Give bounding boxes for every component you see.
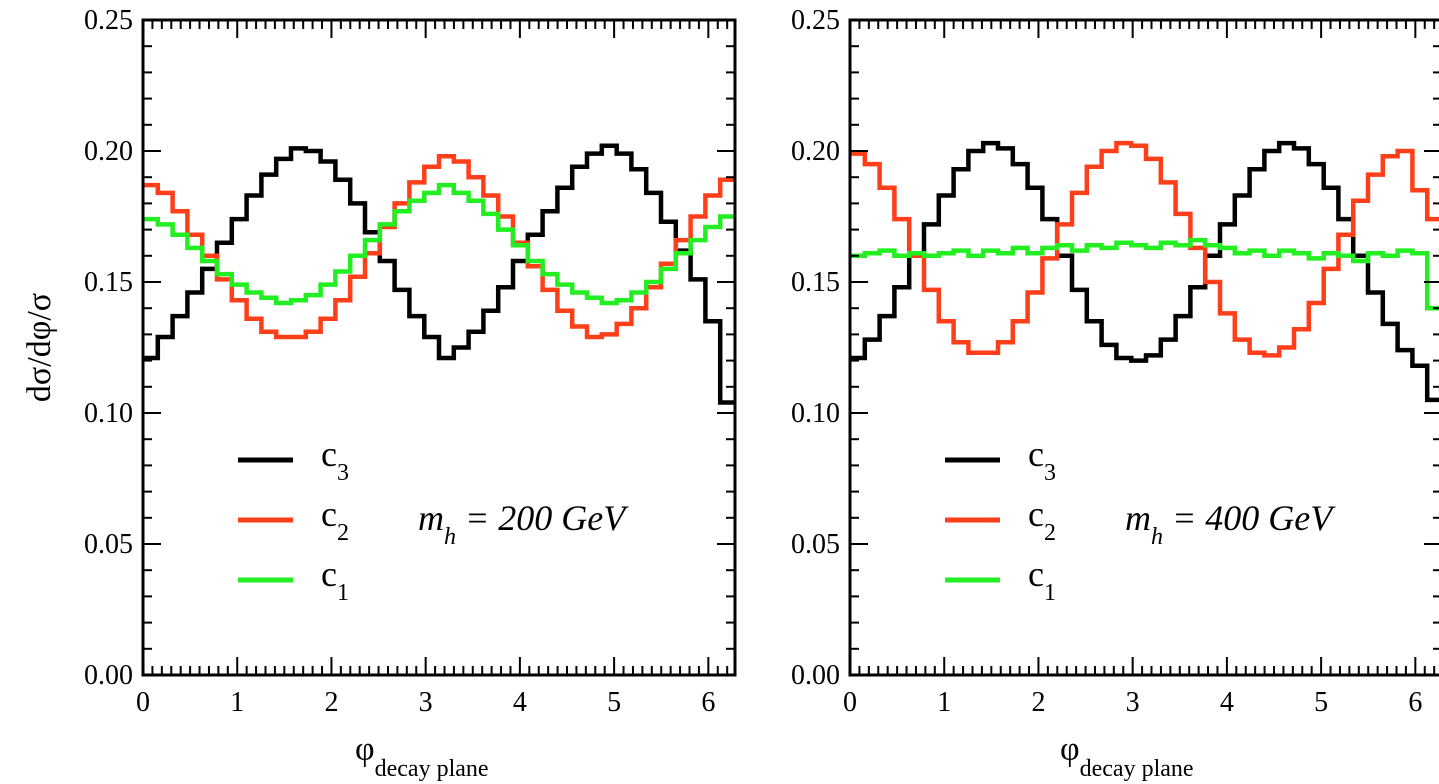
x-tick-label: 5 [1314,687,1328,718]
y-tick-label: 0.00 [791,660,840,691]
mass-annotation-sub: h [444,524,456,550]
x-axis-title: φdecay plane [1060,731,1194,782]
y-tick-label: 0.15 [84,267,133,298]
series-line-c1 [143,182,735,306]
y-axis-title: dσ/dφ/σ [21,293,58,402]
legend-label-c1: c1 [1028,554,1056,606]
x-tick-label: 4 [513,687,527,718]
legend-label-c3-main: c [321,434,337,474]
x-axis-title: φdecay plane [355,731,489,782]
legend-label-c3-main: c [1028,434,1044,474]
series-line-c3 [850,140,1439,403]
x-tick-label: 1 [230,687,244,718]
x-axis-title-sub: decay plane [375,756,489,782]
series-line-c2 [143,153,735,340]
plot-frame [141,18,737,677]
mass-annotation-rest: = 200 GeV [456,498,629,538]
series-line-c3 [143,143,735,405]
y-tick-label: 0.05 [791,529,840,560]
mass-annotation-sub: h [1151,524,1163,550]
mass-annotation: mh = 400 GeV [1125,498,1336,550]
y-tick-label: 0.20 [84,136,133,167]
legend-label-c3: c3 [1028,434,1056,486]
x-tick-label: 5 [607,687,621,718]
x-tick-label: 2 [1031,687,1045,718]
y-tick-label: 0.10 [84,398,133,429]
legend-label-c1-sub: 1 [1044,580,1056,606]
mass-annotation-main: m [1125,498,1151,538]
legend-label-c2: c2 [1028,494,1056,546]
x-tick-label: 3 [1126,687,1140,718]
legend-label-c1-main: c [1028,554,1044,594]
y-tick-label: 0.05 [84,529,133,560]
x-tick-label: 4 [1220,687,1234,718]
mass-annotation-rest: = 400 GeV [1163,498,1336,538]
x-tick-label: 6 [701,687,715,718]
y-tick-label: 0.00 [84,660,133,691]
legend-label-c1: c1 [321,554,349,606]
x-tick-label: 0 [843,687,857,718]
legend-label-c3-sub: 3 [1044,460,1056,486]
legend-label-c2-sub: 2 [337,520,349,546]
legend-label-c2: c2 [321,494,349,546]
x-axis-title-main: φ [1060,731,1080,768]
x-tick-label: 6 [1408,687,1422,718]
y-tick-label: 0.25 [791,5,840,36]
x-tick-label: 0 [136,687,150,718]
y-tick-label: 0.20 [791,136,840,167]
legend-label-c2-main: c [321,494,337,534]
x-axis-title-main: φ [355,731,375,768]
left-panel-200-gev: 0 1 2 3 4 5 6 0.00 0.05 0.10 0.15 0.20 0.25 φdecay pl… [21,5,737,782]
x-tick-label: 1 [937,687,951,718]
x-tick-label: 3 [419,687,433,718]
x-tick-label: 2 [324,687,338,718]
y-tick-label: 0.10 [791,398,840,429]
right-panel-400-gev: 0 1 2 3 4 5 6 0.00 0.05 0.10 0.15 0.20 0.25 φdecay pl… [791,5,1439,782]
legend-label-c2-sub: 2 [1044,520,1056,546]
y-tick-label: 0.25 [84,5,133,36]
legend-label-c1-sub: 1 [337,580,349,606]
mass-annotation: mh = 200 GeV [418,498,629,550]
x-axis-title-sub: decay plane [1080,756,1194,782]
legend-label-c2-main: c [1028,494,1044,534]
legend-label-c1-main: c [321,554,337,594]
series-line-c2 [850,140,1439,358]
legend-label-c3-sub: 3 [337,460,349,486]
legend-label-c3: c3 [321,434,349,486]
y-tick-label: 0.15 [791,267,840,298]
mass-annotation-main: m [418,498,444,538]
plot-frame [848,18,1439,677]
series-line-c1 [850,237,1439,311]
